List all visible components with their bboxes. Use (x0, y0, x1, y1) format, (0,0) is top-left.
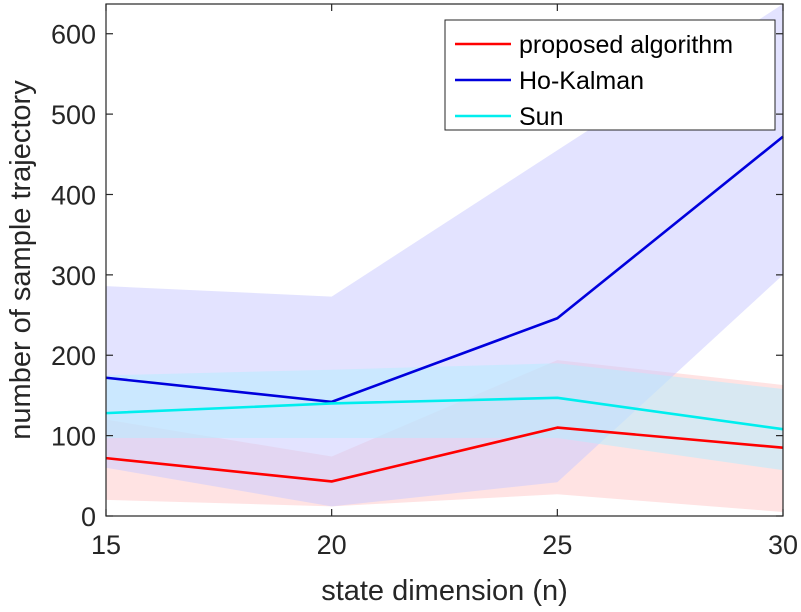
line-ho-kalman (105, 135, 784, 404)
y-tick-label: 100 (51, 422, 96, 452)
y-tick-label: 300 (51, 261, 96, 291)
y-tick-label: 400 (51, 180, 96, 210)
legend-box (444, 19, 776, 131)
band-sun (106, 363, 783, 471)
x-tick-label: 30 (768, 530, 798, 560)
plot-area-frame (105, 3, 784, 517)
legend-label-ho-kalman: Ho-Kalman (519, 67, 644, 95)
y-tick-label: 600 (51, 20, 96, 50)
legend-label-sun: Sun (519, 103, 563, 131)
y-tick-label: 200 (51, 341, 96, 371)
series-lines (105, 135, 784, 483)
legend: proposed algorithm Ho-Kalman Sun (444, 19, 776, 131)
y-tick-label: 500 (51, 100, 96, 130)
x-tick-label: 15 (91, 530, 121, 560)
y-tick-label: 0 (81, 502, 96, 532)
legend-label-proposed-algorithm: proposed algorithm (519, 31, 733, 59)
line-sun (105, 396, 784, 431)
x-axis-label: state dimension (n) (321, 575, 568, 607)
x-tick-label: 20 (317, 530, 347, 560)
y-axis-label: number of sample trajectory (5, 80, 37, 440)
x-tick-label: 25 (542, 530, 572, 560)
line-proposed-algorithm (105, 426, 784, 483)
